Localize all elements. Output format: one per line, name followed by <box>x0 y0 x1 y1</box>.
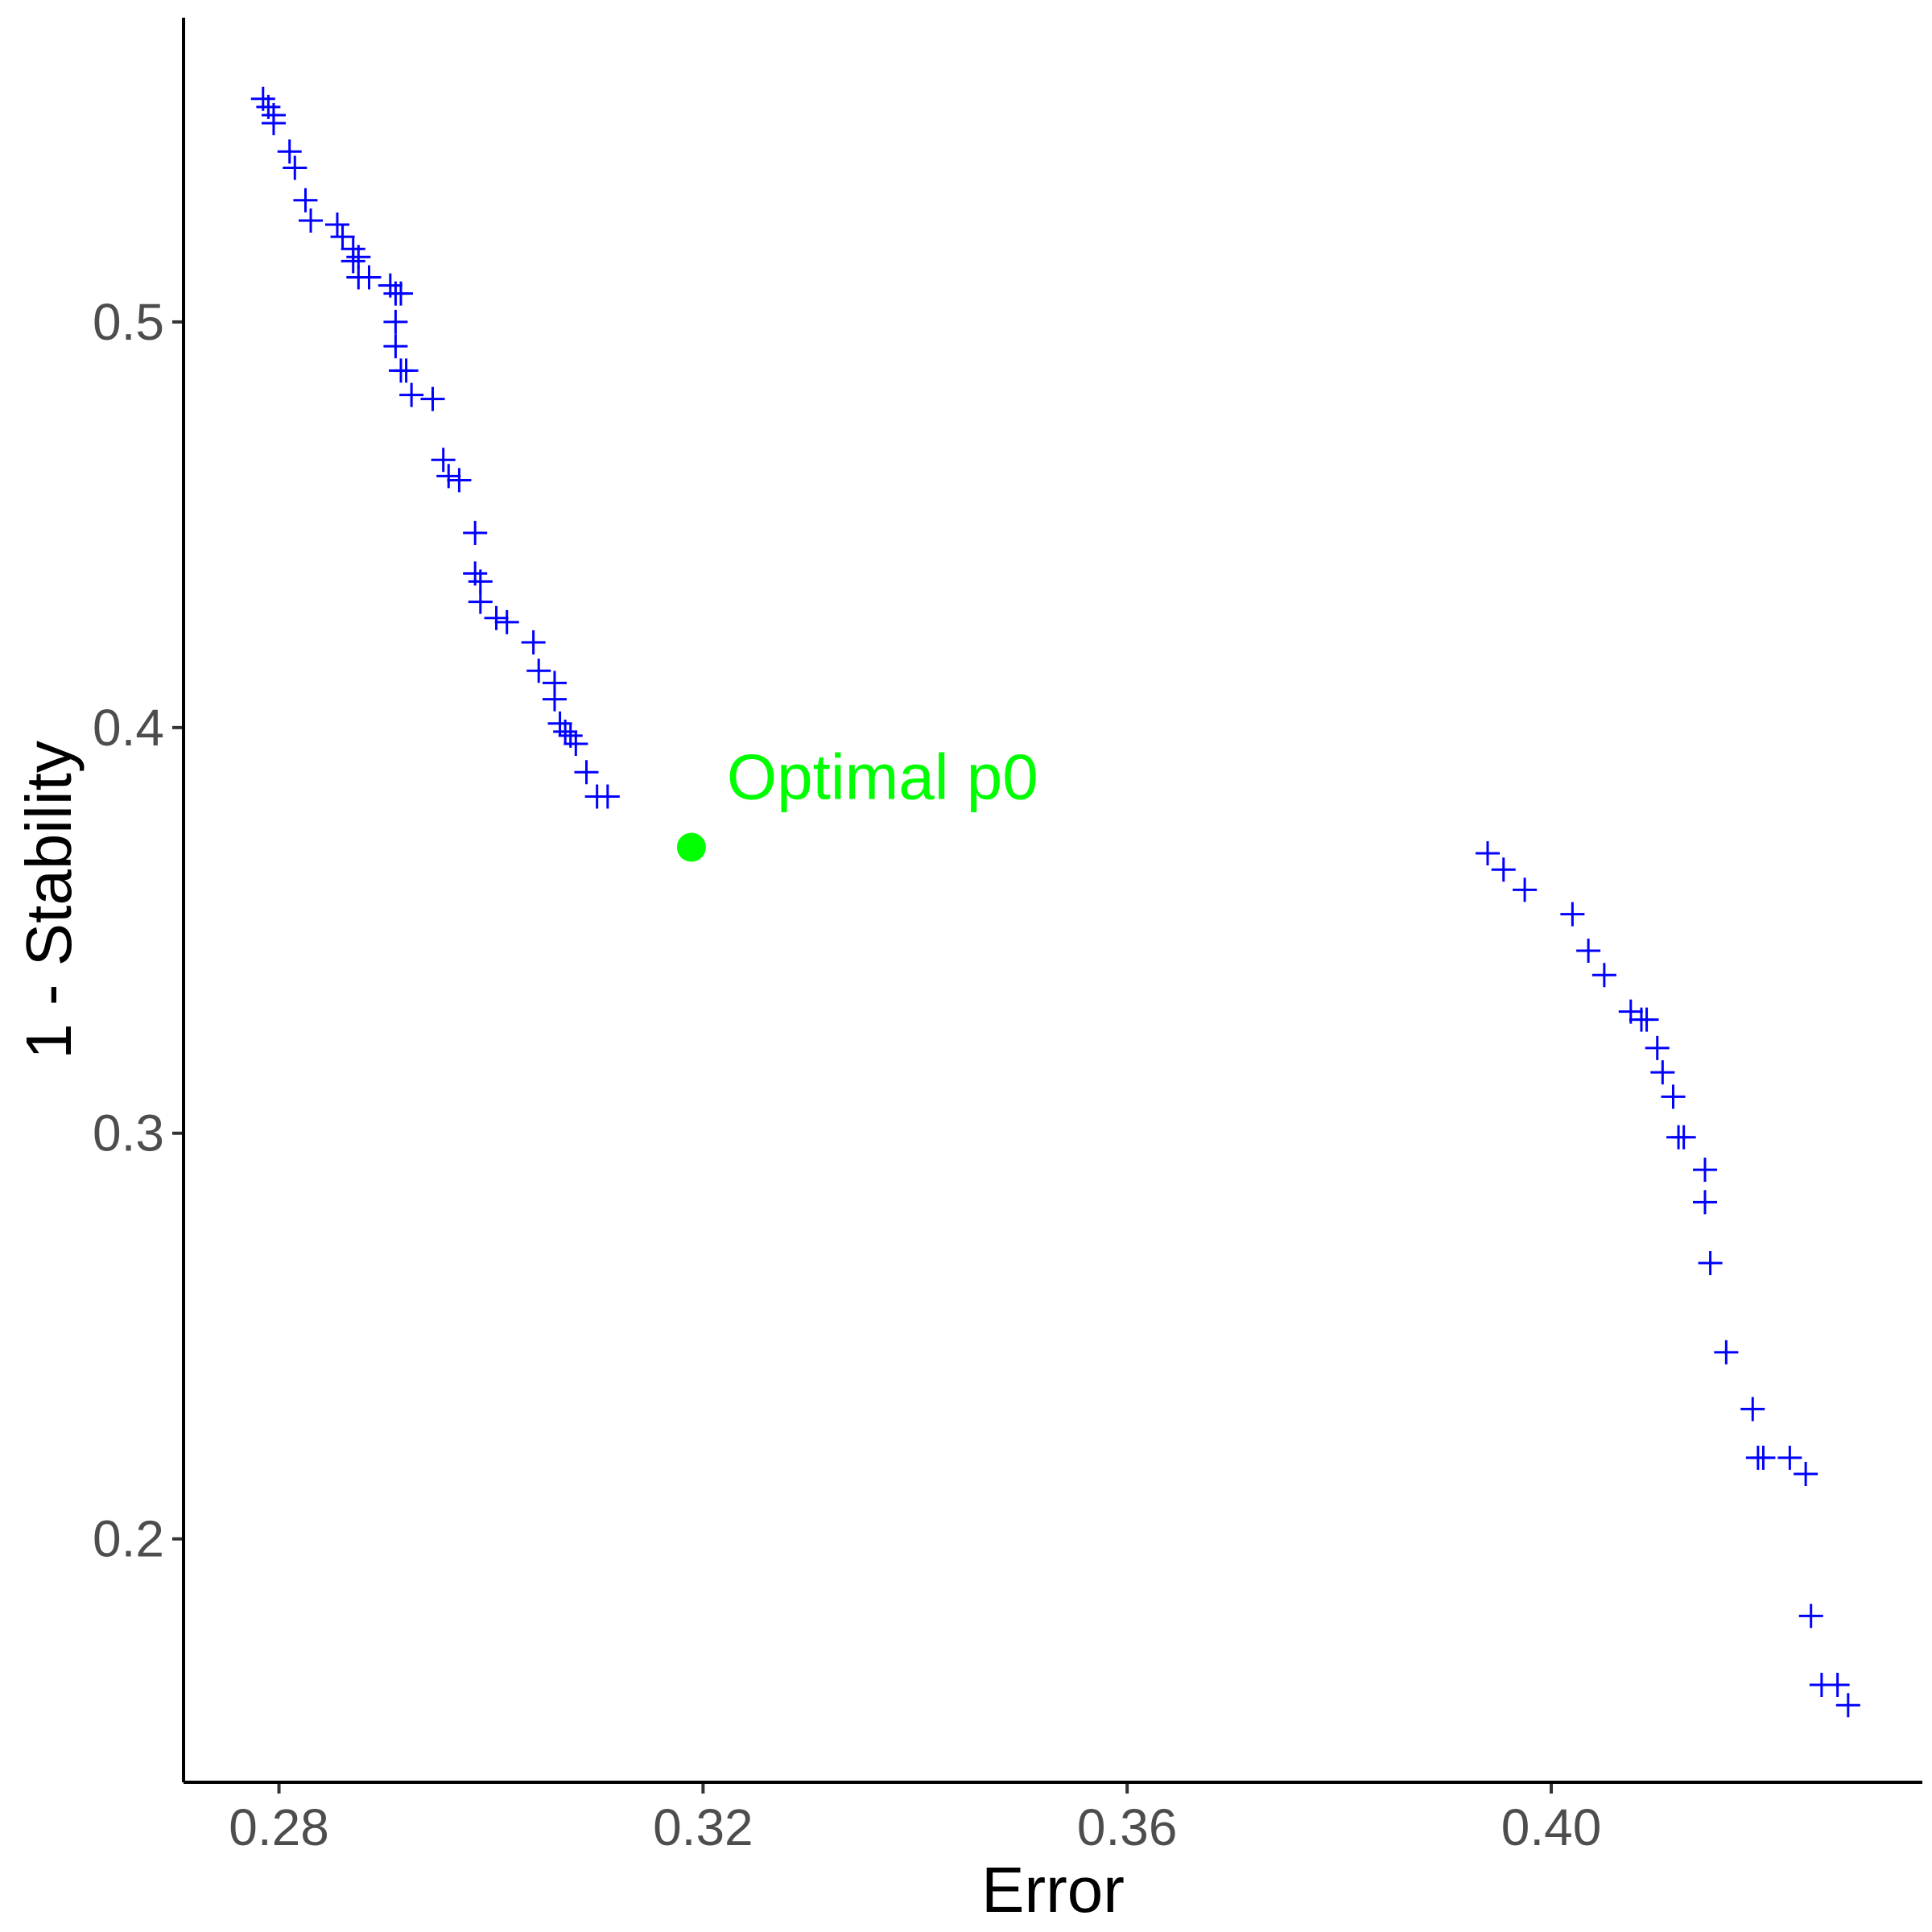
data-point-marker <box>484 605 509 630</box>
data-point-marker <box>399 382 424 407</box>
data-point-marker <box>324 212 349 237</box>
data-point-marker <box>553 719 578 744</box>
data-point-marker <box>1714 1340 1739 1364</box>
y-tick-label: 0.4 <box>93 699 164 757</box>
data-point-marker <box>1693 1158 1717 1183</box>
data-point-marker <box>564 731 588 756</box>
data-point-marker <box>1591 963 1616 988</box>
data-point-marker <box>277 139 302 164</box>
data-point-marker <box>341 249 365 274</box>
data-point-marker <box>1794 1462 1818 1487</box>
data-points <box>250 86 1860 1718</box>
data-point-marker <box>1693 1190 1717 1215</box>
x-tick-label: 0.36 <box>1077 1798 1178 1856</box>
data-point-marker <box>346 245 371 270</box>
x-axis-title: Error <box>981 1854 1125 1926</box>
data-point-marker <box>1751 1445 1776 1470</box>
data-point-marker <box>383 309 408 334</box>
data-point-marker <box>574 760 599 785</box>
x-axis-ticks: 0.28 0.32 0.36 0.40 <box>229 1782 1601 1856</box>
data-point-marker <box>468 569 493 594</box>
data-point-marker <box>394 358 419 383</box>
optimal-point-label: Optimal p0 <box>727 741 1038 812</box>
data-point-marker <box>468 589 493 614</box>
data-point-marker <box>1650 1060 1675 1085</box>
x-tick-label: 0.40 <box>1501 1798 1602 1856</box>
y-tick-label: 0.5 <box>93 293 164 351</box>
data-point-marker <box>494 609 519 634</box>
data-point-marker <box>595 784 620 809</box>
data-point-marker <box>1661 1084 1686 1109</box>
data-point-marker <box>526 658 551 683</box>
data-point-marker <box>383 334 408 359</box>
data-point-marker <box>1671 1125 1696 1150</box>
data-point-marker <box>1476 841 1500 866</box>
data-point-marker <box>330 225 355 250</box>
data-point-marker <box>521 630 546 655</box>
x-tick-label: 0.32 <box>653 1798 753 1856</box>
data-point-marker <box>1698 1251 1723 1275</box>
optimal-point <box>676 832 706 862</box>
data-point-marker <box>1740 1397 1765 1422</box>
data-point-marker <box>1634 1007 1659 1032</box>
data-point-marker <box>436 464 461 489</box>
data-point-marker <box>1835 1693 1860 1718</box>
data-point-marker <box>293 188 318 213</box>
data-point-marker <box>1645 1035 1670 1060</box>
data-point-marker <box>299 208 324 233</box>
data-point-marker <box>420 386 445 411</box>
data-point-marker <box>261 111 286 136</box>
x-tick-label: 0.28 <box>229 1798 329 1856</box>
data-point-marker <box>1825 1673 1850 1698</box>
y-tick-label: 0.2 <box>93 1510 164 1568</box>
data-point-marker <box>1777 1445 1802 1470</box>
data-point-marker <box>283 155 308 180</box>
data-point-marker <box>431 448 456 473</box>
data-point-marker <box>542 687 567 712</box>
data-point-marker <box>1560 902 1585 927</box>
data-point-marker <box>357 265 382 290</box>
data-point-marker <box>1513 877 1538 902</box>
data-point-marker <box>1491 857 1516 882</box>
y-axis-title: 1 - Stability <box>13 741 85 1059</box>
data-point-marker <box>463 520 488 545</box>
highlight-group: Optimal p0 <box>676 741 1038 862</box>
y-axis-ticks: 0.2 0.3 0.4 0.5 <box>93 293 184 1568</box>
data-point-marker <box>447 468 472 493</box>
y-tick-label: 0.3 <box>93 1104 164 1162</box>
data-point-marker <box>389 281 413 306</box>
data-point-marker <box>1798 1604 1823 1629</box>
data-point-marker <box>1576 938 1601 963</box>
